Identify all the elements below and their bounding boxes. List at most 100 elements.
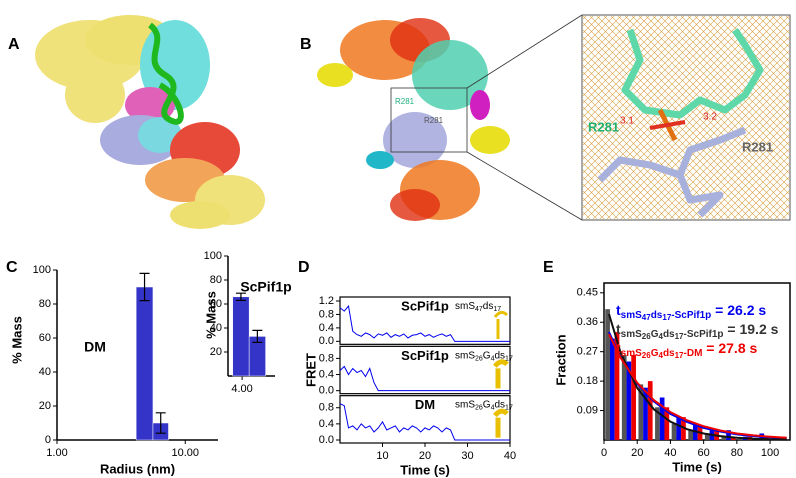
y-tick-label: 0.8 xyxy=(319,402,334,414)
x-axis-label: Time (s) xyxy=(672,459,722,474)
label-part: t xyxy=(616,302,621,318)
residue-label: R281 xyxy=(395,97,415,106)
y-tick-label: 0.0 xyxy=(319,434,334,446)
y-tick-label: 0.4 xyxy=(319,322,334,334)
x-axis-label: Time (s) xyxy=(400,462,450,477)
y-tick-label: 0.0 xyxy=(319,335,334,347)
panel-label: C xyxy=(6,259,18,276)
domain xyxy=(366,151,394,169)
trace xyxy=(339,304,510,342)
trace xyxy=(339,403,510,441)
panel-label: E xyxy=(543,259,554,276)
label-part: -ScPif1p xyxy=(671,310,711,321)
domain xyxy=(317,63,353,87)
ribbon xyxy=(147,22,184,125)
label-part: -DM xyxy=(684,348,703,359)
panel-label: D xyxy=(298,259,310,276)
y-tick-label: 0.8 xyxy=(319,308,334,320)
substrate-icon xyxy=(493,359,509,389)
fit-curve xyxy=(608,333,787,439)
bar xyxy=(704,433,710,440)
label-part: 4 xyxy=(658,332,663,341)
label-part: ds xyxy=(663,348,675,359)
distance-label: 3.2 xyxy=(703,112,717,123)
y-tick-label: 0.4 xyxy=(319,418,334,430)
label-part: 17 xyxy=(675,332,684,341)
residue-label: R281 xyxy=(742,139,773,154)
label-part: smS xyxy=(455,399,475,410)
bar xyxy=(738,438,743,440)
bar xyxy=(626,361,632,440)
label-part: ds xyxy=(494,350,505,361)
label-part: 17 xyxy=(505,355,513,362)
rich-label: tsmS47ds17-ScPif1p = 26.2 s xyxy=(616,302,766,322)
distance-label: 3.1 xyxy=(620,116,634,127)
y-axis-label: % Mass xyxy=(203,291,218,339)
x-tick-label: 1.00 xyxy=(46,447,67,459)
label-part: ds xyxy=(663,329,675,340)
y-tick-label: 80 xyxy=(39,298,51,310)
y-tick-label: 0.27 xyxy=(577,346,598,358)
x-tick-label: 80 xyxy=(731,447,743,459)
y-axis-label: FRET xyxy=(303,353,318,387)
label-part: smS xyxy=(621,310,642,321)
bar xyxy=(621,354,627,440)
surface-structure xyxy=(35,15,265,229)
error-bar xyxy=(155,412,166,434)
stick-gray xyxy=(676,173,724,218)
label-part: 17 xyxy=(505,405,513,412)
bar xyxy=(647,381,653,440)
label-part: = 19.2 s xyxy=(724,321,779,337)
label-part: 26 xyxy=(475,355,483,362)
bar xyxy=(605,309,610,440)
rich-label: smS26G4ds17 xyxy=(455,350,513,362)
label-part: t xyxy=(616,321,621,337)
residue-label: R281 xyxy=(424,116,444,125)
x-tick-label: 30 xyxy=(461,450,473,462)
zoom-line xyxy=(466,151,583,221)
x-tick-label: 10 xyxy=(376,450,388,462)
panel-title: DM xyxy=(415,397,435,412)
y-axis-label: Fraction xyxy=(553,334,568,385)
x-tick-label: 40 xyxy=(504,450,516,462)
surface xyxy=(170,201,230,229)
panel-title: ScPif1p xyxy=(401,298,449,313)
panel-frame xyxy=(339,296,511,345)
zoom-line xyxy=(466,14,583,89)
bar xyxy=(671,423,677,440)
label-part: 26 xyxy=(475,405,483,412)
surface xyxy=(65,67,125,123)
bar xyxy=(643,387,648,440)
label-part: 4 xyxy=(491,405,495,412)
bar xyxy=(730,436,736,440)
cartoon-structure: R281 R281 xyxy=(317,14,583,221)
bar xyxy=(614,332,620,440)
x-tick-label: 20 xyxy=(631,447,643,459)
bar xyxy=(664,407,670,440)
error-bar xyxy=(252,329,263,343)
label-part: = 27.8 s xyxy=(702,340,757,356)
bar xyxy=(676,417,682,440)
label-part: 26 xyxy=(642,332,651,341)
density-zoom: R281 R281 3.1 3.2 xyxy=(581,14,791,221)
y-tick-label: 0.18 xyxy=(577,375,598,387)
bar xyxy=(232,296,250,377)
fit-curve xyxy=(608,313,787,441)
bar xyxy=(631,354,636,440)
domain xyxy=(412,40,488,110)
x-axis-label: Radius (nm) xyxy=(100,461,175,476)
domain xyxy=(383,112,447,168)
y-tick-label: 40 xyxy=(39,366,51,378)
label-part: smS xyxy=(455,350,475,361)
y-tick-label: 80 xyxy=(210,274,222,286)
trace xyxy=(339,365,510,392)
bar xyxy=(135,286,154,441)
y-axis-label: % Mass xyxy=(9,316,24,364)
label-part: -ScPif1p xyxy=(684,329,724,340)
label-part: t xyxy=(616,340,621,356)
bar xyxy=(688,430,693,440)
label-part: 26 xyxy=(642,351,651,360)
y-tick-label: 60 xyxy=(210,298,222,310)
chart-title: ScPif1p xyxy=(240,279,291,295)
